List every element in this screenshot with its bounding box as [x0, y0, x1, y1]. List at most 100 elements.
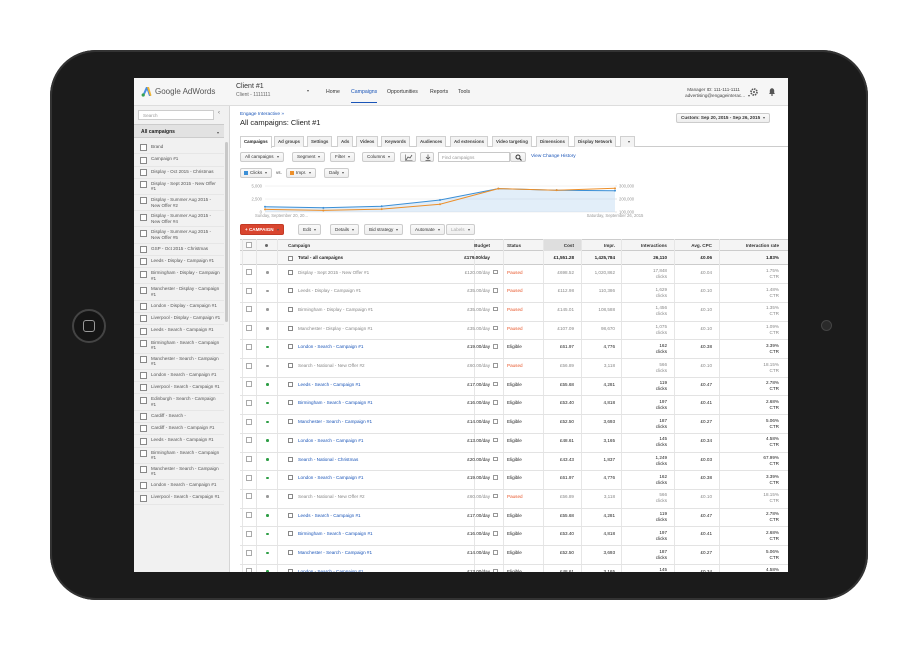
chart-toggle[interactable] — [400, 152, 416, 162]
campaign-name[interactable]: Manchester - Search - Campaign #1 — [298, 550, 373, 555]
row-checkbox[interactable] — [246, 456, 252, 462]
edit-budget-icon[interactable] — [493, 550, 498, 555]
row-checkbox[interactable] — [246, 549, 252, 556]
edit-budget-icon[interactable] — [493, 363, 498, 368]
sidebar-item[interactable]: Campaign #1 — [134, 154, 224, 167]
sidebar-item[interactable]: Liverpool - Display - Campaign #1 — [134, 313, 224, 326]
edit-budget-icon[interactable] — [493, 568, 498, 572]
sidebar-item[interactable]: Manchester - Display - Campaign #1 — [134, 284, 224, 301]
sidebar-item[interactable]: Leeds - Search - Campaign #1 — [134, 325, 224, 338]
toolbar-button[interactable]: Automate — [410, 224, 445, 235]
header-checkbox[interactable] — [246, 242, 252, 248]
campaign-name[interactable]: Birmingham - Search - Campaign #1 — [298, 531, 373, 537]
date-range[interactable]: Custom: Sep 20, 2015 - Sep 26, 2015 — [676, 113, 771, 123]
campaign-name[interactable]: London - Search - Campaign #1 — [298, 475, 364, 481]
filter-button[interactable]: Columns — [362, 152, 396, 162]
campaign-name[interactable]: Search - National - New Offer #2 — [298, 363, 365, 368]
sidebar-item[interactable]: Display - Summer Aug 2015 - New Offer #5 — [134, 227, 224, 244]
edit-budget-icon[interactable] — [493, 325, 498, 331]
toolbar-button[interactable]: Details — [330, 224, 360, 235]
tab[interactable]: Campaigns — [240, 136, 272, 148]
tab[interactable]: Keywords — [381, 136, 410, 147]
sidebar-item[interactable]: Edinburgh - Search - Campaign #1 — [134, 394, 224, 411]
breadcrumb[interactable]: Engage Interactive » — [240, 112, 285, 117]
edit-budget-icon[interactable] — [493, 344, 498, 349]
campaign-name[interactable]: London - Search - Campaign #1 — [298, 437, 364, 443]
client-name[interactable]: Client #1 — [236, 83, 264, 90]
row-checkbox[interactable] — [246, 343, 252, 350]
column-header[interactable]: Budget — [474, 242, 490, 248]
sidebar-item[interactable]: London - Display - Campaign #1 — [134, 301, 224, 313]
metric-selector[interactable]: Impr. — [286, 168, 317, 178]
sidebar-item[interactable]: Liverpool - Search - Campaign #1 — [134, 382, 224, 395]
filter-button[interactable]: Filter — [330, 152, 356, 162]
toolbar-button[interactable]: Bid strategy — [364, 224, 404, 235]
tab[interactable]: Audiences — [416, 136, 447, 147]
edit-budget-icon[interactable] — [493, 419, 498, 424]
collapse-sidebar[interactable]: ‹ — [218, 110, 220, 116]
edit-budget-icon[interactable] — [493, 531, 498, 536]
row-checkbox[interactable] — [246, 306, 252, 313]
row-checkbox[interactable] — [246, 381, 252, 388]
campaign-name[interactable]: Display - Sept 2015 - New Offer #1 — [298, 269, 370, 275]
row-checkbox[interactable] — [246, 418, 252, 425]
campaign-name[interactable]: Birmingham - Display - Campaign #1 — [298, 306, 374, 312]
row-checkbox[interactable] — [246, 512, 252, 519]
home-button[interactable] — [72, 309, 106, 343]
column-header[interactable]: Interactions — [640, 242, 667, 248]
tab[interactable]: Settings — [307, 136, 333, 147]
nav-item[interactable]: Tools — [458, 89, 471, 95]
sidebar-item[interactable]: Leeds - Display - Campaign #1 — [134, 256, 224, 269]
nav-item[interactable]: Opportunities — [387, 89, 418, 95]
edit-budget-icon[interactable] — [493, 493, 498, 499]
sidebar-item[interactable]: Liverpool - Search - Campaign #1 — [134, 492, 224, 505]
sidebar-item[interactable]: Birmingham - Display - Campaign #1 — [134, 268, 224, 285]
row-checkbox[interactable] — [246, 269, 252, 275]
row-checkbox[interactable] — [246, 325, 252, 332]
sidebar-item[interactable]: Display - Summer Aug 2015 - New Offer #2 — [134, 195, 224, 212]
campaign-name[interactable]: Search - National - Christmas — [298, 456, 359, 462]
campaign-name[interactable]: Leeds - Search - Campaign #1 — [298, 381, 361, 387]
sidebar-item[interactable]: Birmingham - Search - Campaign #1 — [134, 448, 224, 464]
edit-budget-icon[interactable] — [493, 269, 498, 274]
sidebar-search[interactable]: Search — [138, 110, 214, 120]
sidebar-item[interactable]: Cardiff - Search - — [134, 411, 224, 423]
sidebar-item[interactable]: Display - Summer Aug 2015 - New Offer #4 — [134, 211, 224, 228]
sidebar-item[interactable]: London - Search - Campaign #1 — [134, 480, 224, 493]
row-checkbox[interactable] — [246, 437, 252, 444]
scrollbar[interactable] — [225, 142, 228, 322]
edit-budget-icon[interactable] — [493, 475, 498, 480]
campaign-name[interactable]: Birmingham - Search - Campaign #1 — [298, 400, 373, 406]
edit-budget-icon[interactable] — [493, 288, 498, 293]
nav-item[interactable]: Campaigns — [351, 89, 378, 103]
campaign-name[interactable]: Leeds - Search - Campaign #1 — [298, 512, 361, 518]
row-checkbox[interactable] — [246, 287, 252, 294]
campaign-name[interactable]: Leeds - Display - Campaign #1 — [298, 288, 362, 294]
sidebar-item[interactable]: Manchester - Search - Campaign #1 — [134, 354, 224, 370]
edit-budget-icon[interactable] — [493, 456, 498, 461]
sidebar-item[interactable]: Cardiff - Search - Campaign #1 — [134, 423, 224, 436]
column-header[interactable]: Interaction rate — [745, 242, 779, 248]
campaign-name[interactable]: Manchester - Search - Campaign #1 — [298, 419, 373, 425]
column-header[interactable]: Status — [507, 242, 522, 248]
filter-button[interactable]: Segment — [292, 152, 326, 162]
tab[interactable]: Ad groups — [274, 136, 304, 147]
edit-budget-icon[interactable] — [493, 306, 498, 312]
sidebar-item[interactable]: Birmingham - Search - Campaign #1 — [134, 338, 224, 354]
row-checkbox[interactable] — [246, 493, 252, 500]
row-checkbox[interactable] — [246, 474, 252, 481]
sidebar-item[interactable]: Manchester - Search - Campaign #1 — [134, 464, 224, 480]
column-header[interactable]: Campaign — [288, 242, 311, 248]
campaign-name[interactable]: Manchester - Display - Campaign #1 — [298, 325, 373, 331]
notifications-icon[interactable] — [768, 87, 776, 96]
tab[interactable]: Display Network — [574, 136, 617, 147]
tab[interactable]: Video targeting — [492, 136, 532, 147]
metric-selector[interactable]: Clicks — [240, 168, 273, 178]
download[interactable] — [420, 152, 434, 162]
column-header[interactable]: Avg. CPC — [691, 242, 712, 248]
tab[interactable]: Ad extensions — [450, 136, 489, 147]
edit-budget-icon[interactable] — [493, 400, 498, 405]
campaign-name[interactable]: Search - National - New Offer #2 — [298, 493, 365, 499]
column-header[interactable]: Cost — [563, 242, 574, 248]
row-checkbox[interactable] — [246, 530, 252, 537]
